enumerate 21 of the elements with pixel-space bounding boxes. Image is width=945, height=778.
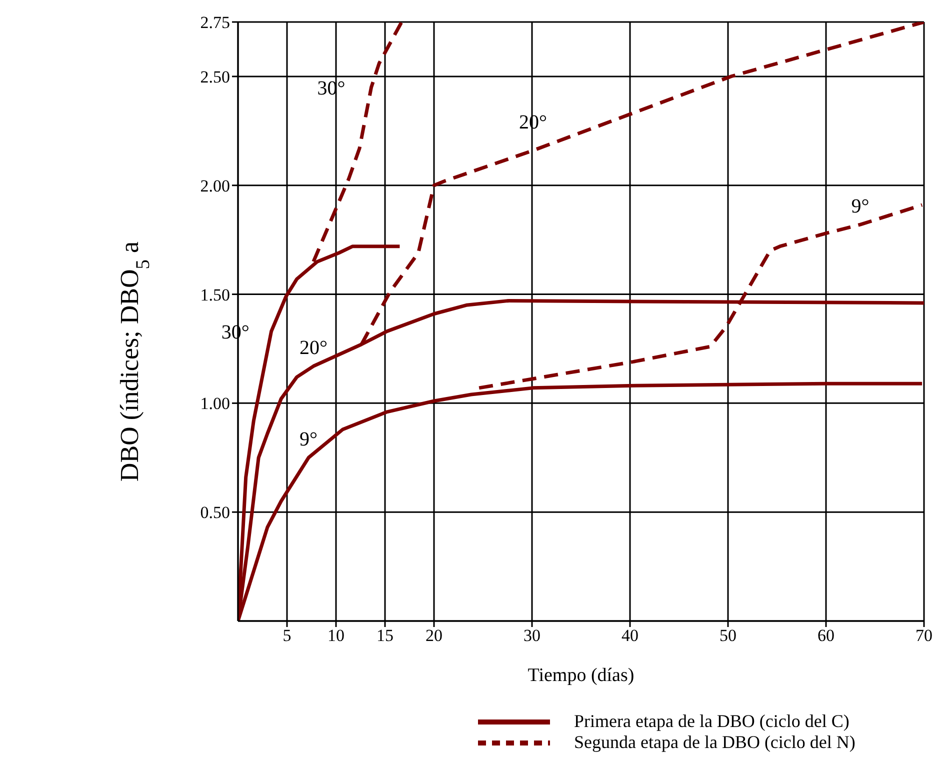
legend-label: Segunda etapa de la DBO (ciclo del N)	[574, 732, 856, 753]
y-tick-label: 0.50	[200, 503, 230, 522]
x-tick-label: 20	[426, 626, 442, 646]
y-tick-label: 2.00	[200, 176, 230, 196]
x-tick-label: 60	[818, 626, 834, 646]
annotation: 20°	[299, 337, 328, 360]
legend-label: Primera etapa de la DBO (ciclo del C)	[574, 711, 850, 732]
x-tick-label: 40	[622, 626, 638, 646]
annotation: 9°	[300, 428, 318, 451]
x-tick-label: 30	[524, 626, 540, 646]
x-tick-label: 50	[720, 626, 736, 646]
x-tick-label: 70	[916, 626, 932, 646]
y-tick-label: 1.50	[200, 285, 230, 304]
y-tick-label: 2.50	[200, 67, 230, 86]
x-tick-label: 15	[376, 626, 394, 646]
y-tick-label: 2.75	[200, 13, 230, 32]
x-axis-title: Tiempo (días)	[528, 665, 634, 686]
x-tick-label: 5	[282, 626, 292, 646]
y-tick-label: 1.00	[200, 394, 230, 414]
x-tick-label: 10	[328, 626, 344, 646]
annotation: 9°	[851, 196, 870, 218]
